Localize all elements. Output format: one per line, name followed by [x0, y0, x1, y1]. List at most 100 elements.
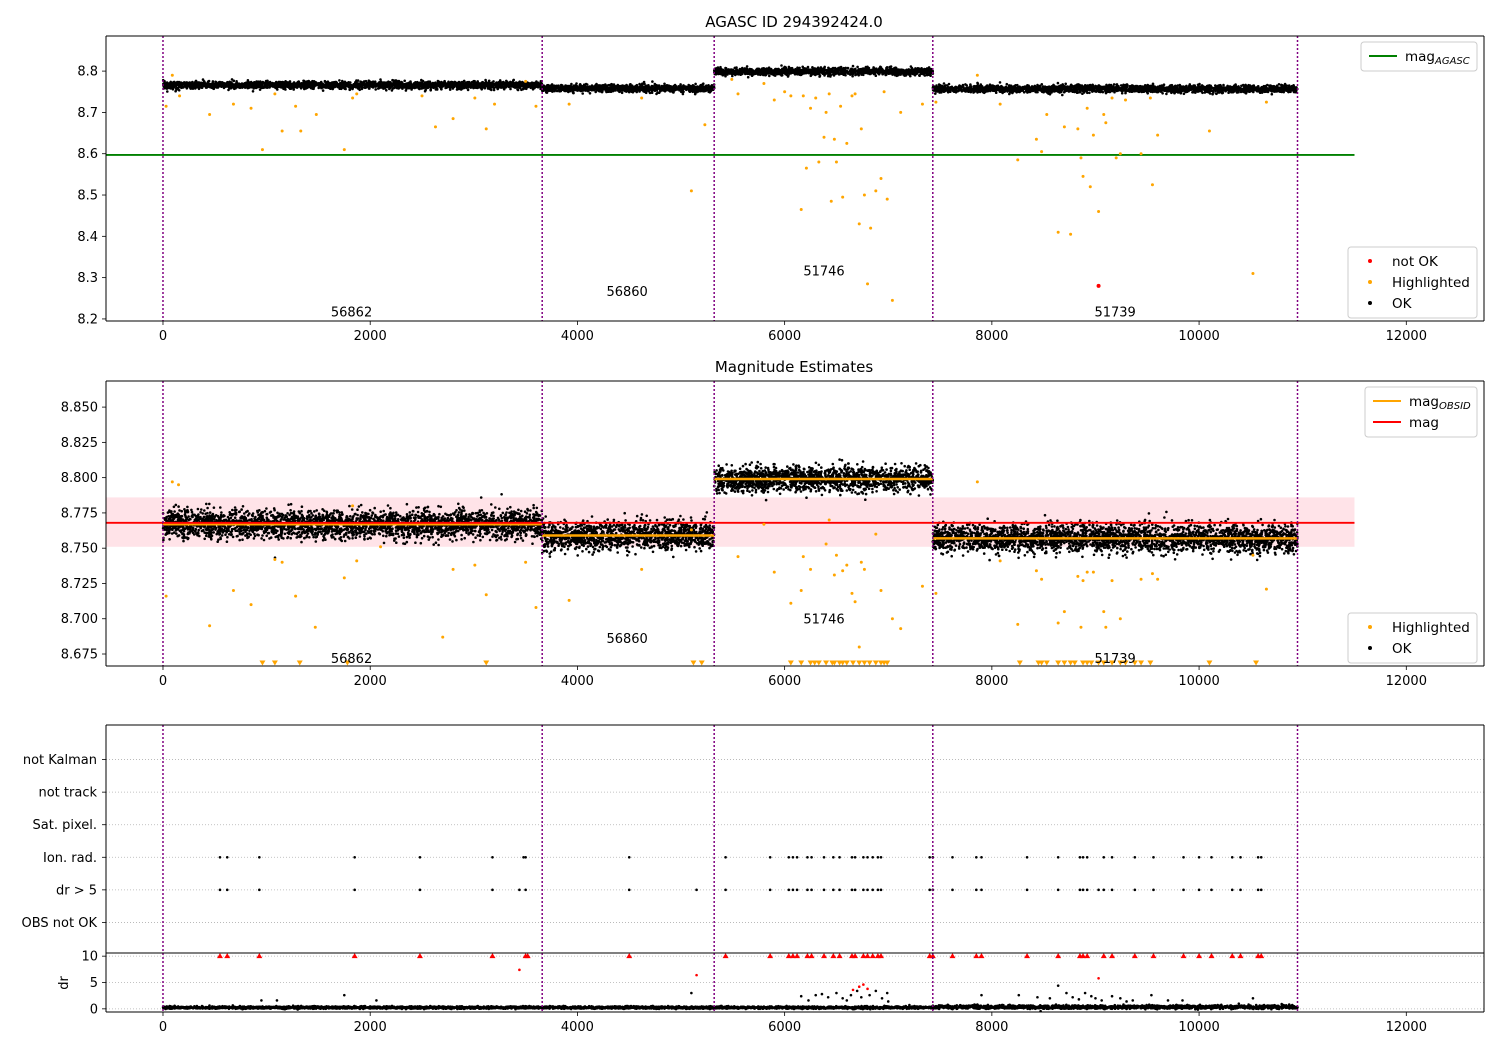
- ok-point: [667, 84, 671, 87]
- ok-point: [423, 89, 427, 93]
- ok-point: [227, 88, 230, 92]
- ok-point: [864, 69, 868, 72]
- ok-point: [234, 87, 237, 90]
- ok-point: [914, 70, 918, 73]
- ok-point: [382, 84, 386, 87]
- ok-point: [814, 68, 818, 72]
- ok-point: [801, 65, 804, 69]
- ok-point: [688, 90, 692, 93]
- ok-point: [408, 86, 411, 89]
- ok-point: [527, 83, 531, 86]
- ok-point: [839, 68, 843, 71]
- ok-point: [488, 87, 492, 91]
- ok-point: [316, 82, 319, 86]
- ok-point: [225, 84, 228, 88]
- ok-point: [679, 83, 682, 86]
- ok-point: [856, 65, 859, 69]
- ok-point: [321, 89, 325, 92]
- ok-point: [616, 85, 620, 89]
- ok-point: [607, 83, 611, 87]
- ok-point: [232, 83, 236, 86]
- ok-point: [263, 82, 266, 85]
- ok-point: [261, 82, 264, 86]
- ok-point: [620, 89, 623, 92]
- ok-point: [523, 84, 527, 87]
- ok-point: [509, 87, 512, 91]
- ok-point: [598, 84, 601, 87]
- ok-point: [770, 68, 773, 71]
- ok-point: [274, 86, 278, 90]
- ok-point: [298, 82, 301, 85]
- ok-point: [648, 91, 652, 95]
- ok-point: [163, 84, 167, 88]
- ok-point: [811, 66, 814, 69]
- ok-point: [565, 84, 569, 88]
- ok-point: [923, 68, 926, 72]
- ok-point: [681, 90, 684, 93]
- ok-point: [780, 64, 783, 67]
- ok-point: [389, 81, 392, 84]
- ok-point: [165, 87, 169, 90]
- ok-point: [418, 87, 421, 91]
- ok-point: [590, 88, 593, 91]
- ok-point: [299, 85, 303, 89]
- ok-point: [635, 88, 638, 92]
- ok-point: [810, 69, 813, 73]
- ok-point: [391, 78, 394, 82]
- ok-point: [385, 83, 389, 87]
- ok-point: [611, 89, 615, 93]
- ok-point: [211, 80, 215, 83]
- ok-point: [324, 86, 328, 89]
- ok-point: [456, 84, 460, 88]
- ok-point: [341, 84, 345, 88]
- ok-point: [577, 88, 580, 91]
- ok-point: [451, 87, 455, 90]
- ok-point: [743, 67, 747, 70]
- ok-point: [630, 88, 633, 92]
- ok-point: [764, 73, 768, 76]
- ok-point: [172, 83, 176, 87]
- ok-point: [761, 73, 765, 77]
- ok-point: [215, 86, 218, 89]
- ok-point: [608, 87, 612, 90]
- ok-point: [237, 82, 241, 85]
- ok-point: [521, 83, 524, 86]
- ok-point: [740, 69, 744, 73]
- ok-point: [178, 83, 182, 87]
- ok-point: [854, 69, 858, 73]
- ok-point: [388, 87, 391, 91]
- ok-point: [891, 71, 894, 75]
- ok-point: [196, 84, 199, 88]
- ok-point: [498, 85, 502, 89]
- ok-point: [550, 83, 554, 86]
- ok-point: [651, 85, 655, 88]
- ok-point: [304, 80, 307, 84]
- ok-point: [185, 83, 189, 86]
- ok-point: [828, 70, 832, 73]
- ok-point: [715, 67, 718, 71]
- ok-point: [768, 74, 771, 78]
- ok-point: [819, 70, 823, 74]
- ok-point: [224, 82, 227, 85]
- ok-point: [754, 71, 757, 74]
- ok-point: [181, 85, 184, 89]
- ok-point: [435, 85, 438, 89]
- ok-point: [438, 84, 441, 88]
- ok-point: [796, 73, 799, 76]
- ok-point: [259, 85, 263, 88]
- ok-point: [825, 69, 829, 72]
- ok-point: [928, 73, 931, 77]
- ok-point: [832, 74, 836, 77]
- ok-point: [818, 74, 822, 78]
- ok-point: [605, 89, 609, 93]
- ok-point: [360, 82, 364, 85]
- ok-point: [468, 82, 471, 86]
- ok-point: [731, 72, 734, 76]
- ok-point: [360, 84, 364, 87]
- agasc-panel-title: AGASC ID 294392424.0: [705, 13, 883, 31]
- ok-point: [485, 83, 488, 86]
- ok-point: [378, 83, 382, 86]
- ok-point: [703, 86, 707, 89]
- ok-point: [651, 80, 654, 83]
